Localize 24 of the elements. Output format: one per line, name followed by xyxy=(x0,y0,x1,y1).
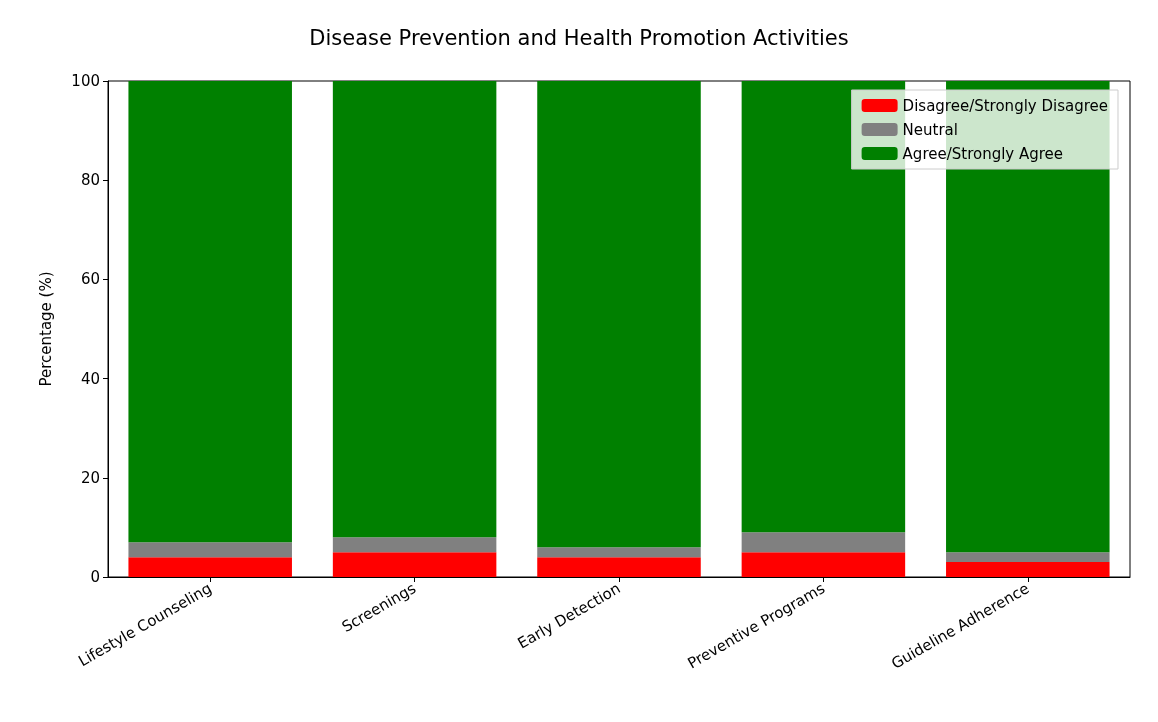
bar xyxy=(946,562,1110,577)
bar xyxy=(537,81,701,548)
bar xyxy=(332,537,497,553)
legend-label: Disagree/Strongly Disagree xyxy=(902,96,1109,115)
y-axis-title: Percentage (%) xyxy=(36,271,55,387)
y-tick-label: 20 xyxy=(80,468,100,487)
y-tick-label: 0 xyxy=(90,568,100,586)
y-tick-label: 60 xyxy=(80,270,100,289)
legend-label: Agree/Strongly Agree xyxy=(902,144,1064,163)
bar xyxy=(332,81,497,538)
y-tick-label: 100 xyxy=(71,72,100,90)
y-tick-label: 80 xyxy=(80,171,100,190)
chart-title: Disease Prevention and Health Promotion Activities xyxy=(309,25,849,50)
bar xyxy=(128,542,292,558)
bar xyxy=(332,552,497,577)
bar xyxy=(128,81,292,543)
bar xyxy=(537,557,701,577)
bar xyxy=(537,547,701,558)
y-tick-label: 40 xyxy=(80,369,100,388)
bar xyxy=(946,552,1110,563)
bar xyxy=(741,552,906,577)
bar xyxy=(128,557,292,577)
legend-label: Neutral xyxy=(902,120,958,139)
bar xyxy=(741,532,906,553)
